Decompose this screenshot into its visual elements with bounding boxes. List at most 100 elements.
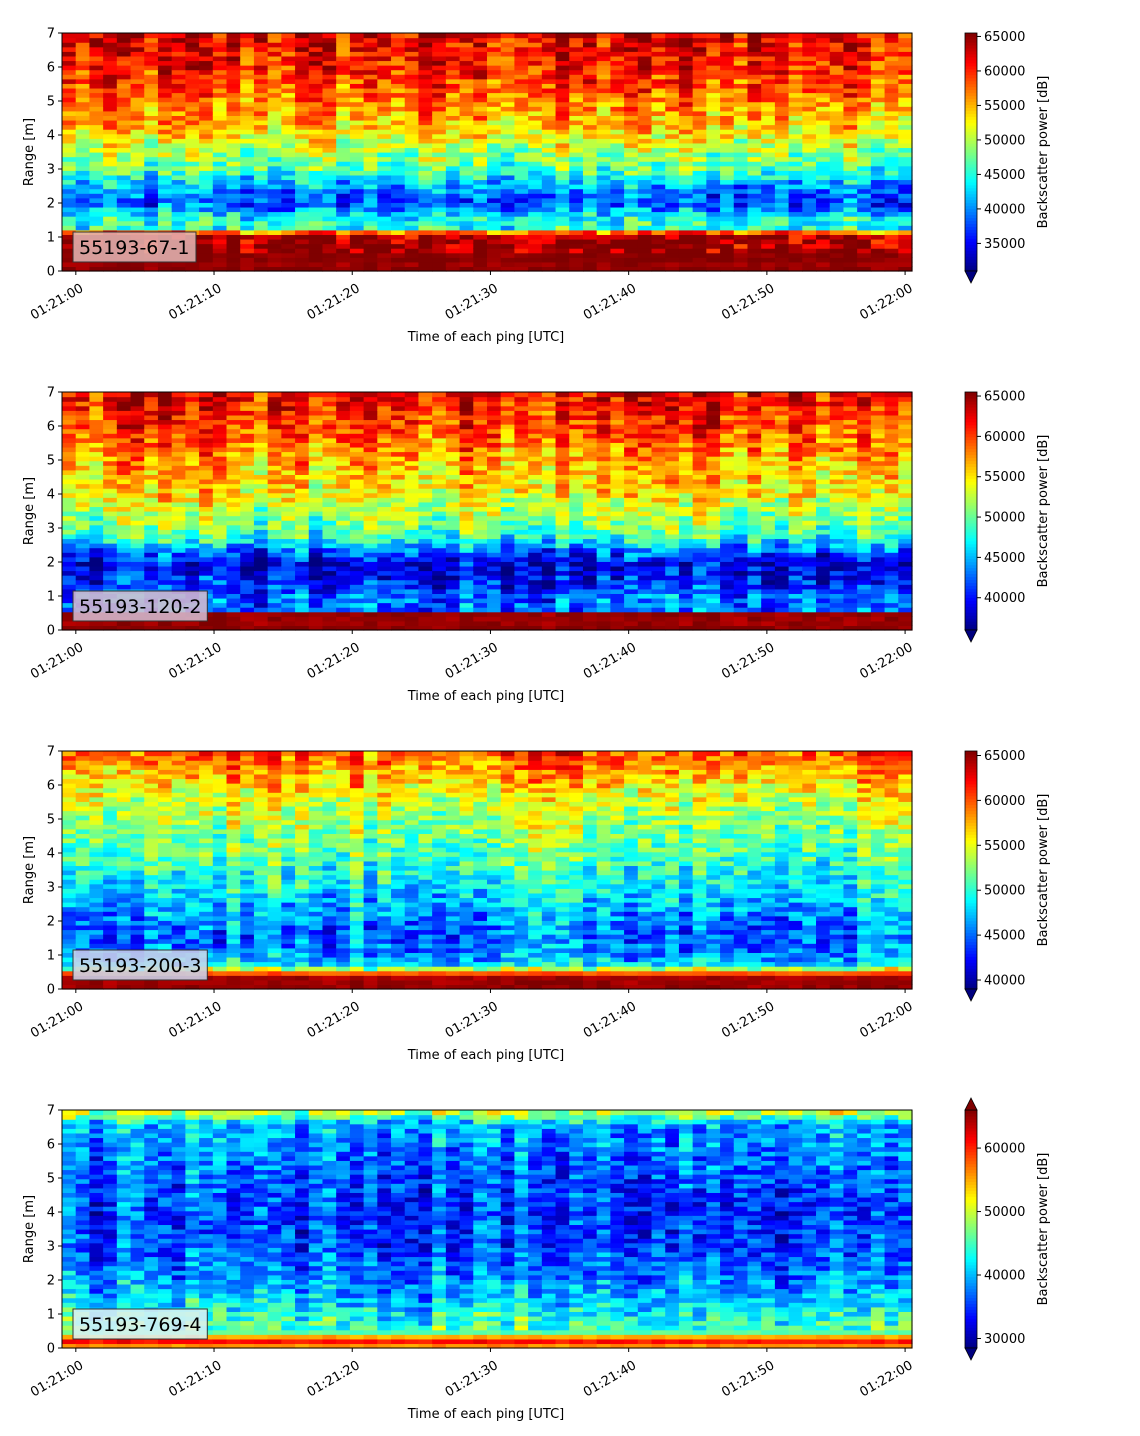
heatmap-cell — [171, 538, 186, 544]
heatmap-cell — [212, 106, 228, 112]
heatmap-cell — [349, 584, 365, 590]
heatmap-cell — [432, 156, 447, 162]
heatmap-cell — [816, 229, 831, 235]
heatmap-cell — [829, 138, 845, 144]
heatmap-cell — [295, 588, 310, 594]
heatmap-cell — [445, 511, 461, 517]
heatmap-cell — [322, 266, 337, 272]
heatmap-cell — [363, 410, 378, 416]
heatmap-cell — [89, 74, 104, 80]
heatmap-cell — [528, 74, 543, 80]
heatmap-cell — [308, 414, 324, 421]
heatmap-cell — [459, 520, 474, 526]
heatmap-cell — [295, 147, 310, 153]
heatmap-cell — [171, 74, 186, 80]
heatmap-cell — [295, 552, 310, 558]
heatmap-cell — [582, 92, 598, 98]
heatmap-cell — [363, 165, 378, 171]
heatmap-cell — [199, 152, 214, 158]
heatmap-cell — [157, 474, 173, 480]
heatmap-cell — [308, 161, 324, 167]
heatmap-cell — [295, 401, 310, 407]
heatmap-cell — [171, 561, 186, 567]
heatmap-cell — [528, 33, 543, 39]
heatmap-cell — [473, 584, 488, 590]
heatmap-cell — [391, 579, 406, 585]
heatmap-cell — [665, 252, 680, 258]
heatmap-cell — [171, 97, 186, 103]
heatmap-cell — [404, 506, 420, 512]
heatmap-cell — [692, 87, 707, 94]
heatmap-cell — [240, 620, 255, 627]
heatmap-cell — [706, 124, 721, 130]
heatmap-cell — [116, 465, 132, 471]
heatmap-cell — [473, 625, 488, 631]
heatmap-cell — [418, 529, 433, 535]
heatmap-cell — [720, 142, 735, 149]
heatmap-cell — [473, 69, 488, 75]
heatmap-cell — [624, 83, 639, 89]
heatmap-cell — [349, 216, 365, 222]
heatmap-cell — [487, 533, 502, 540]
heatmap-cell — [144, 51, 159, 57]
heatmap-cell — [706, 202, 721, 208]
heatmap-cell — [116, 74, 132, 80]
heatmap-cell — [870, 115, 886, 121]
heatmap-cell — [898, 257, 913, 263]
heatmap-cell — [473, 257, 488, 263]
heatmap-cell — [857, 197, 872, 203]
heatmap-cell — [720, 101, 735, 107]
colorbar-segment — [965, 47, 977, 52]
heatmap-cell — [144, 220, 159, 226]
heatmap-cell — [788, 216, 803, 222]
heatmap-cell — [610, 33, 625, 39]
heatmap-cell — [541, 261, 557, 268]
heatmap-cell — [528, 133, 543, 139]
heatmap-cell — [185, 129, 200, 135]
heatmap-cell — [445, 165, 461, 171]
heatmap-cell — [487, 220, 502, 226]
heatmap-cell — [569, 115, 584, 121]
heatmap-cell — [62, 392, 77, 398]
heatmap-cell — [75, 206, 91, 213]
heatmap-cell — [89, 197, 104, 203]
heatmap-cell — [761, 248, 776, 254]
heatmap-cell — [62, 74, 77, 80]
heatmap-cell — [720, 119, 735, 126]
heatmap-cell — [308, 410, 324, 416]
heatmap-cell — [322, 161, 337, 167]
heatmap-cell — [89, 446, 104, 453]
heatmap-cell — [185, 561, 200, 567]
heatmap-cell — [418, 570, 433, 576]
heatmap-cell — [130, 515, 145, 521]
heatmap-cell — [582, 60, 598, 66]
heatmap-cell — [391, 607, 406, 613]
heatmap-cell — [665, 83, 680, 89]
heatmap-cell — [240, 78, 255, 84]
heatmap-cell — [445, 620, 461, 627]
heatmap-cell — [445, 261, 461, 268]
heatmap-cell — [391, 106, 406, 112]
heatmap-cell — [459, 488, 474, 494]
heatmap-cell — [432, 437, 447, 443]
heatmap-cell — [171, 266, 186, 272]
heatmap-cell — [253, 211, 269, 217]
heatmap-cell — [185, 483, 200, 489]
heatmap-cell — [761, 83, 776, 89]
heatmap-cell — [898, 179, 913, 185]
heatmap-cell — [473, 184, 488, 190]
heatmap-cell — [377, 78, 392, 84]
heatmap-cell — [706, 51, 721, 57]
heatmap-cell — [253, 538, 269, 544]
heatmap-cell — [212, 97, 228, 103]
heatmap-cell — [363, 396, 378, 402]
colorbar-segment — [965, 190, 977, 195]
heatmap-cell — [747, 110, 762, 116]
heatmap-cell — [514, 110, 529, 116]
heatmap-cell — [432, 225, 447, 231]
heatmap-cell — [843, 87, 858, 94]
heatmap-cell — [103, 433, 118, 439]
heatmap-cell — [898, 225, 913, 231]
heatmap-cell — [171, 92, 186, 98]
heatmap-cell — [267, 206, 282, 213]
